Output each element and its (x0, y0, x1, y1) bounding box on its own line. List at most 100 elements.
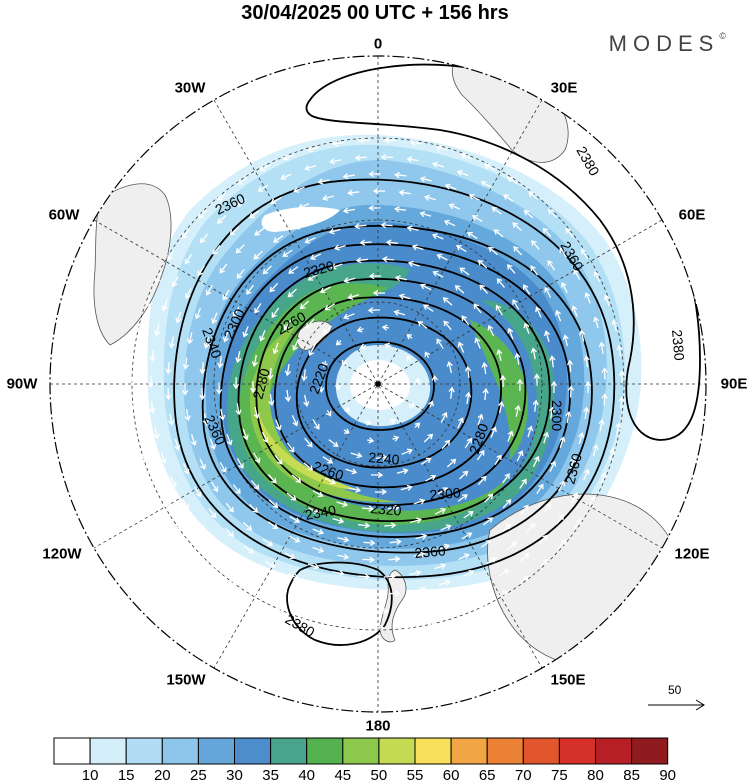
lon-label-150e: 150E (550, 671, 586, 689)
wind-arrow (205, 284, 213, 296)
wind-arrow (519, 553, 530, 562)
wind-arrow (501, 523, 512, 533)
wind-arrow (420, 283, 432, 291)
wind-arrow (455, 245, 467, 253)
wind-arrow (332, 517, 345, 524)
wind-arrow (477, 475, 487, 486)
colorbar-tick-label: 55 (407, 767, 424, 782)
wind-arrow (269, 282, 279, 293)
wind-arrow (270, 197, 282, 205)
wind-arrow (388, 556, 401, 563)
wind-arrow (272, 235, 284, 243)
wind-arrow (497, 590, 508, 598)
wind-arrow (413, 551, 426, 558)
wind-arrow (219, 408, 226, 421)
contour-2240 (295, 316, 473, 469)
wind-arrow (526, 523, 536, 533)
wind-arrow (542, 227, 552, 238)
wind-arrow (396, 468, 409, 475)
wind-arrow (268, 499, 279, 509)
wind-arrow (601, 367, 608, 380)
wind-arrow (415, 533, 428, 540)
wind-arrow (354, 222, 367, 230)
wind-arrow (437, 487, 449, 495)
wind-arrow (211, 312, 218, 325)
wind-arrow (312, 528, 325, 535)
reference-vector-arrow (648, 699, 705, 711)
contour-2320 (219, 243, 571, 538)
shade-55 (258, 410, 360, 490)
antarctic-peninsula (296, 320, 333, 351)
colorbar-swatch (306, 737, 344, 765)
wind-arrow (208, 559, 218, 569)
wind-arrow (274, 454, 283, 465)
wind-arrow (202, 413, 209, 426)
wind-arrow (235, 351, 242, 364)
wind-arrow (359, 239, 372, 246)
wind-arrow (257, 184, 269, 192)
wind-arrow (468, 193, 480, 201)
wind-arrow (268, 474, 277, 484)
wind-arrow (336, 501, 349, 508)
wind-arrow (394, 171, 407, 179)
wind-arrow (307, 563, 320, 570)
wind-arrow (222, 289, 230, 301)
wind-arrow (454, 285, 465, 294)
wind-arrow (544, 286, 552, 298)
wind-arrow (557, 539, 567, 549)
wind-arrow (473, 303, 482, 314)
lon-label-120w: 120W (42, 545, 82, 563)
wind-arrow (463, 511, 474, 519)
wind-arrow (184, 408, 191, 422)
wind-arrow (558, 480, 565, 492)
wind-arrow (324, 603, 337, 610)
wind-arrow (317, 385, 325, 393)
wind-arrow (476, 449, 485, 461)
wind-arrow (286, 492, 297, 501)
graticule (50, 56, 706, 712)
wind-arrow (372, 624, 386, 632)
wind-arrow (477, 259, 488, 269)
wind-arrow (566, 359, 574, 372)
contour-2220 (325, 341, 435, 431)
wind-arrow (284, 363, 291, 377)
wind-arrow (343, 313, 355, 320)
wind-arrow (406, 225, 419, 232)
wind-arrow (448, 203, 461, 210)
wind-arrow (236, 268, 245, 279)
wind-arrow (292, 339, 299, 351)
wind-arrow (372, 187, 386, 195)
wind-arrow (294, 222, 306, 230)
wind-arrow (249, 380, 257, 394)
wind-arrow (203, 336, 210, 349)
colorbar-tick-label: 70 (515, 767, 532, 782)
wind-arrow (280, 173, 292, 180)
wind-arrow (185, 287, 192, 300)
wind-arrow (406, 156, 419, 163)
wind-arrow (199, 387, 206, 401)
wind-arrow (343, 277, 356, 284)
wind-arrow (547, 208, 557, 218)
wind-arrow (593, 316, 600, 329)
wind-arrow (361, 505, 375, 512)
wind-arrow (235, 244, 245, 254)
wind-arrow (268, 521, 279, 530)
wind-arrow (512, 299, 520, 310)
wind-arrow (549, 460, 557, 472)
shade-gap-sw (261, 206, 340, 232)
wind-arrow (413, 586, 427, 593)
wind-arrow (217, 356, 224, 369)
wind-arrow (306, 146, 319, 153)
wind-arrow (368, 204, 381, 212)
wind-arrow (187, 332, 194, 345)
wind-arrow (367, 307, 380, 314)
wind-arrow (254, 227, 265, 236)
wind-arrow (337, 536, 350, 543)
wind-arrow (449, 611, 462, 618)
contour-2360 (173, 178, 616, 579)
wind-arrow (322, 194, 334, 201)
wind-arrow (562, 334, 569, 347)
wind-arrow (389, 418, 397, 425)
wind-arrow (232, 306, 240, 318)
wind-arrow (319, 286, 331, 294)
